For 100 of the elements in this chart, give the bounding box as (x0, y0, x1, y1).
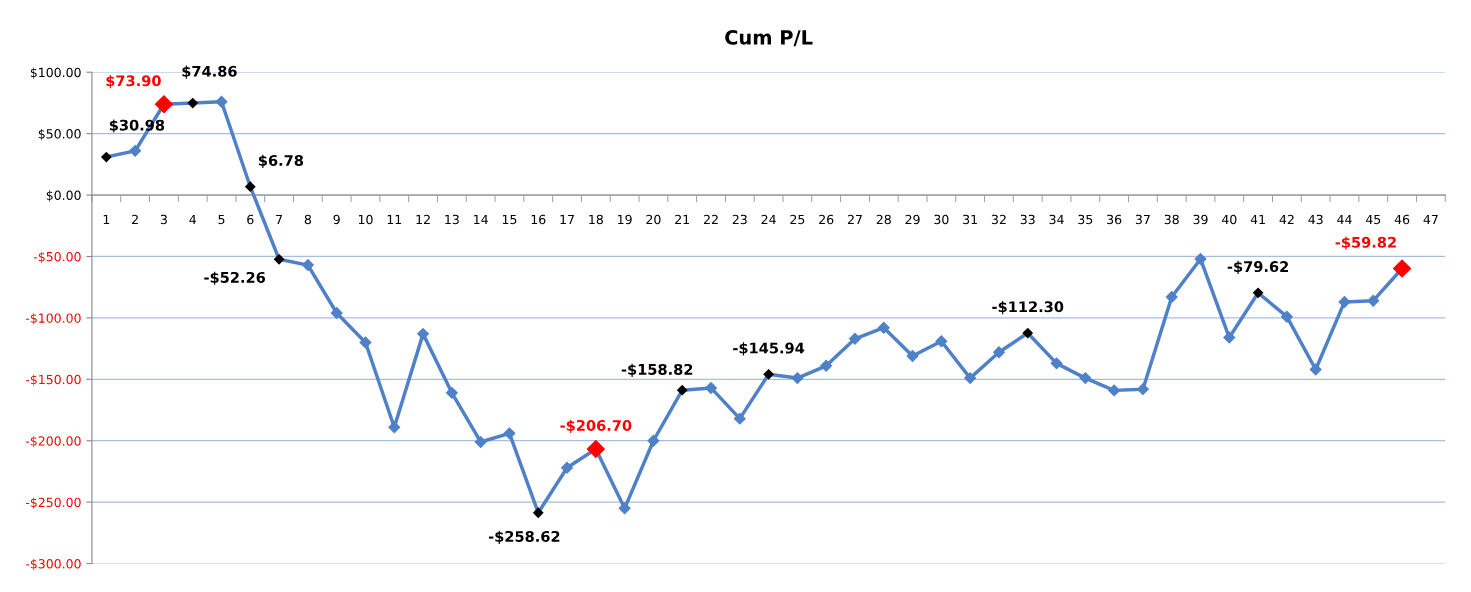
x-tick-label: 47 (1423, 214, 1438, 225)
y-tick-label: -$200.00 (25, 435, 81, 448)
data-label: -$52.26 (204, 271, 266, 285)
x-tick-label: 31 (963, 214, 977, 225)
point (273, 253, 285, 265)
y-tick-label: -$150.00 (25, 374, 81, 386)
point (791, 371, 804, 385)
y-tick-label: $100.00 (30, 67, 81, 79)
point (1165, 290, 1178, 304)
point (560, 461, 574, 474)
x-tick-label: 45 (1365, 214, 1381, 225)
x-tick-label: 23 (732, 214, 747, 225)
point (1309, 363, 1322, 376)
data-label: -$258.62 (488, 530, 560, 544)
point (1367, 294, 1380, 307)
data-label: $73.90 (106, 75, 161, 89)
point (1252, 287, 1264, 299)
x-tick-label: 43 (1308, 214, 1323, 225)
point (1107, 384, 1121, 397)
point (906, 349, 919, 363)
point (503, 427, 516, 440)
point (244, 181, 256, 193)
point (532, 507, 544, 519)
data-label: $74.86 (182, 65, 237, 79)
point (301, 258, 315, 272)
x-tick-label: 16 (531, 214, 546, 225)
point (992, 346, 1006, 359)
point (1223, 331, 1236, 344)
point (704, 381, 718, 395)
point (474, 435, 487, 449)
point (187, 97, 199, 109)
x-tick-label: 10 (358, 214, 373, 225)
data-label: -$112.30 (992, 300, 1064, 315)
point (819, 359, 833, 373)
y-tick-label: -$50.00 (33, 251, 81, 264)
point (676, 384, 688, 396)
point (100, 151, 112, 163)
x-tick-label: 5 (218, 214, 225, 225)
x-tick-label: 8 (304, 214, 312, 225)
x-tick-label: 7 (276, 214, 283, 225)
x-tick-label: 42 (1279, 214, 1294, 225)
x-tick-label: 38 (1164, 214, 1179, 225)
x-tick-label: 6 (247, 214, 254, 225)
x-tick-label: 29 (905, 214, 920, 225)
x-tick-label: 14 (474, 214, 488, 225)
x-tick-label: 3 (160, 214, 167, 225)
x-tick-label: 17 (560, 214, 574, 225)
x-tick-label: 24 (761, 214, 776, 225)
x-tick-label: 15 (502, 214, 517, 225)
x-tick-label: 33 (1020, 214, 1035, 225)
point (388, 421, 401, 434)
point (618, 502, 631, 515)
x-tick-label: 36 (1107, 214, 1122, 225)
x-tick-label: 4 (189, 214, 196, 225)
point (963, 371, 977, 385)
point (1194, 252, 1207, 266)
point (935, 335, 948, 348)
x-tick-label: 26 (819, 214, 834, 225)
point (359, 336, 372, 349)
x-tick-label: 13 (445, 214, 459, 225)
y-tick-label: $0.00 (46, 190, 81, 202)
point (416, 327, 430, 341)
x-tick-label: 35 (1078, 214, 1093, 225)
x-tick-label: 12 (416, 214, 430, 225)
point (445, 386, 459, 400)
point (848, 332, 862, 345)
data-label: -$145.94 (733, 342, 805, 356)
x-tick-label: 1 (103, 214, 110, 225)
data-label: -$79.62 (1227, 260, 1288, 275)
x-tick-label: 32 (991, 214, 1006, 225)
x-tick-label: 30 (934, 214, 949, 225)
x-tick-label: 34 (1049, 214, 1064, 225)
point (877, 321, 890, 334)
y-tick-label: $50.00 (38, 128, 81, 141)
x-tick-label: 19 (618, 214, 632, 225)
x-tick-label: 40 (1221, 214, 1237, 225)
point (330, 306, 343, 320)
point (1280, 310, 1294, 323)
data-label: $6.78 (258, 154, 304, 168)
x-tick-label: 41 (1250, 214, 1265, 225)
x-tick-label: 18 (589, 214, 603, 225)
point (647, 434, 660, 447)
x-tick-label: 9 (333, 214, 340, 225)
point (1079, 371, 1092, 385)
x-tick-label: 37 (1135, 214, 1150, 225)
point (1022, 327, 1034, 339)
data-label: -$206.70 (560, 419, 632, 433)
data-label: -$59.82 (1335, 236, 1396, 250)
x-tick-label: 25 (790, 214, 805, 225)
data-label: -$158.82 (621, 363, 693, 377)
x-tick-label: 46 (1394, 214, 1410, 225)
point (1136, 382, 1150, 396)
chart-title: Cum P/L (725, 30, 813, 47)
point (1050, 357, 1063, 370)
point (733, 412, 747, 425)
x-tick-label: 21 (675, 214, 690, 225)
x-tick-label: 44 (1337, 214, 1352, 225)
point (763, 368, 774, 380)
point (215, 95, 228, 108)
x-tick-label: 20 (646, 214, 661, 225)
